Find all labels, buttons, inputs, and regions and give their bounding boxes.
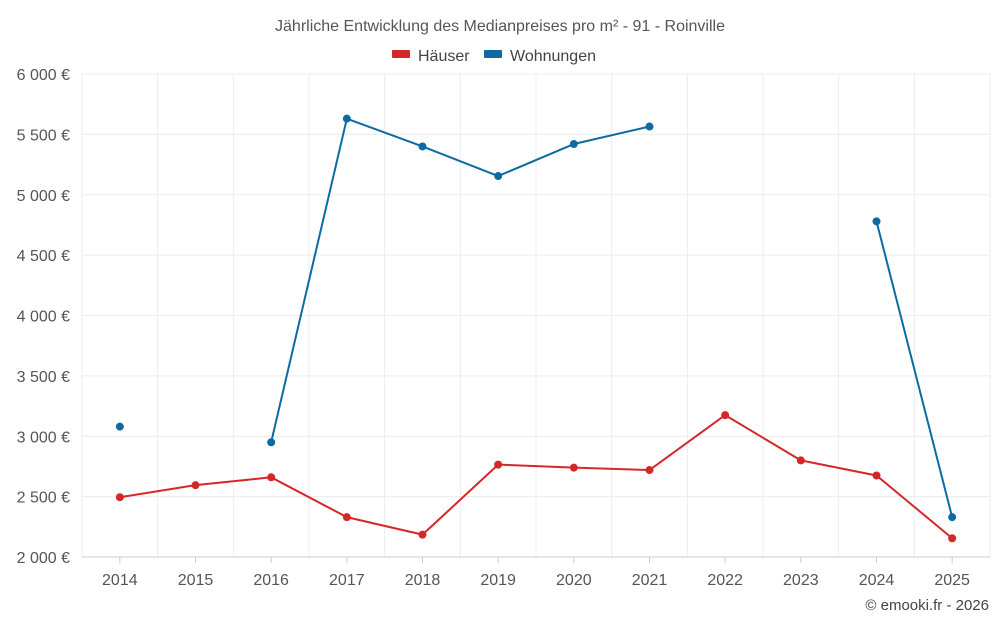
chart-title: Jährliche Entwicklung des Medianpreises …	[275, 18, 725, 35]
data-point[interactable]	[948, 513, 957, 522]
x-tick-label: 2021	[632, 572, 668, 589]
data-point[interactable]	[115, 493, 124, 502]
data-point[interactable]	[342, 114, 351, 123]
data-point[interactable]	[494, 460, 503, 469]
y-tick-label: 5 500 €	[17, 127, 70, 144]
x-tick-label: 2025	[934, 572, 970, 589]
legend-swatch[interactable]	[484, 50, 502, 58]
y-tick-label: 6 000 €	[17, 67, 70, 84]
x-tick-label: 2017	[329, 572, 365, 589]
axes: 2 000 € 2 500 € 3 000 € 3 500 € 4 000 € 4 500…	[17, 67, 990, 589]
data-point[interactable]	[418, 142, 427, 151]
x-tick-label: 2015	[178, 572, 214, 589]
legend-label[interactable]: Häuser	[418, 48, 470, 65]
y-tick-label: 4 500 €	[17, 248, 70, 265]
data-point[interactable]	[872, 471, 881, 480]
y-tick-label: 5 000 €	[17, 188, 70, 205]
data-point[interactable]	[267, 473, 276, 482]
y-tick-label: 2 000 €	[17, 550, 70, 567]
data-point[interactable]	[948, 534, 957, 543]
grid	[81, 73, 991, 558]
series-line	[119, 414, 953, 540]
x-tick-label: 2019	[480, 572, 516, 589]
data-point[interactable]	[721, 411, 730, 420]
series-wohnungen	[115, 114, 957, 522]
data-point[interactable]	[645, 466, 654, 475]
data-point[interactable]	[418, 530, 427, 539]
series-haeuser	[115, 411, 957, 543]
y-tick-label: 3 000 €	[17, 429, 70, 446]
data-point[interactable]	[645, 122, 654, 131]
x-tick-label: 2022	[707, 572, 743, 589]
legend-label[interactable]: Wohnungen	[510, 48, 596, 65]
data-point[interactable]	[267, 438, 276, 447]
data-point[interactable]	[872, 217, 881, 226]
x-tick-label: 2018	[405, 572, 441, 589]
data-point[interactable]	[115, 422, 124, 431]
data-point[interactable]	[494, 172, 503, 181]
series-line	[270, 117, 650, 443]
series-layer	[115, 114, 957, 543]
legend: Häuser Wohnungen	[392, 48, 596, 65]
data-point[interactable]	[191, 481, 200, 490]
data-point[interactable]	[342, 513, 351, 522]
x-tick-label: 2023	[783, 572, 819, 589]
credit-text: © emooki.fr - 2026	[865, 597, 989, 614]
data-point[interactable]	[569, 140, 578, 149]
data-point[interactable]	[569, 463, 578, 472]
legend-swatch[interactable]	[392, 50, 410, 58]
data-point[interactable]	[796, 456, 805, 465]
x-tick-label: 2024	[859, 572, 895, 589]
x-tick-label: 2016	[253, 572, 289, 589]
x-tick-label: 2014	[102, 572, 138, 589]
series-line	[875, 221, 954, 518]
y-tick-label: 2 500 €	[17, 490, 70, 507]
x-tick-label: 2020	[556, 572, 592, 589]
y-tick-label: 3 500 €	[17, 369, 70, 386]
y-tick-label: 4 000 €	[17, 309, 70, 326]
